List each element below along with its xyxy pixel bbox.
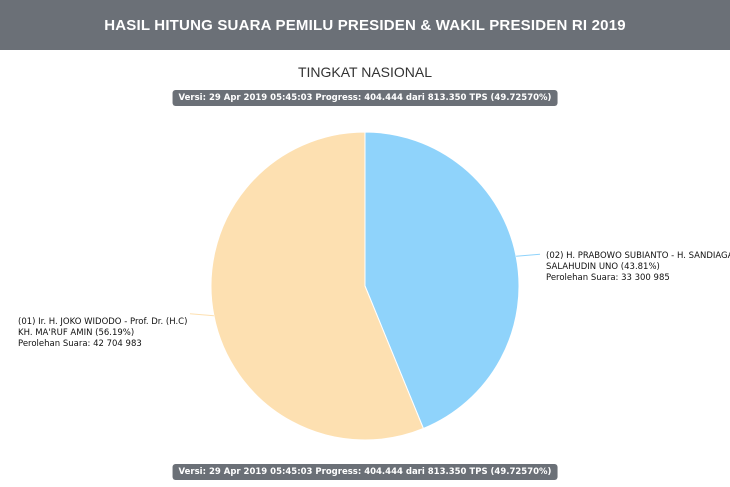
slice-label-1: (02) H. PRABOWO SUBIANTO - H. SANDIAGA SA… <box>546 251 730 283</box>
version-badge-bottom: Versi: 29 Apr 2019 05:45:03 Progress: 40… <box>172 464 558 480</box>
slice-label-line: (01) Ir. H. JOKO WIDODO - Prof. Dr. (H.C… <box>18 317 187 327</box>
slice-label-line: (02) H. PRABOWO SUBIANTO - H. SANDIAGA <box>546 251 730 261</box>
pie-slice-1[interactable] <box>364 131 520 430</box>
slice-label-line: SALAHUDIN UNO (43.81%) <box>546 262 660 272</box>
header-title: HASIL HITUNG SUARA PEMILU PRESIDEN & WAK… <box>104 16 626 34</box>
slice-label-line: Perolehan Suara: 33 300 985 <box>546 273 670 283</box>
page-header: HASIL HITUNG SUARA PEMILU PRESIDEN & WAK… <box>0 0 730 50</box>
slice-connector-2 <box>189 313 214 317</box>
version-badge-top: Versi: 29 Apr 2019 05:45:03 Progress: 40… <box>172 90 558 106</box>
slice-label-line: Perolehan Suara: 42 704 983 <box>18 339 142 349</box>
slice-label-2: (01) Ir. H. JOKO WIDODO - Prof. Dr. (H.C… <box>18 317 187 349</box>
slice-connector-1 <box>516 253 541 257</box>
slice-label-line: KH. MA'RUF AMIN (56.19%) <box>18 328 134 338</box>
pie-slice-2[interactable] <box>210 131 425 441</box>
chart-subtitle: TINGKAT NASIONAL <box>297 64 433 80</box>
